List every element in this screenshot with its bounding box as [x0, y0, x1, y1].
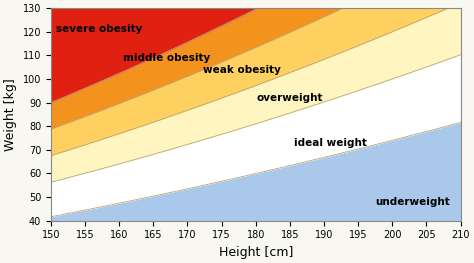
X-axis label: Height [cm]: Height [cm] — [219, 246, 293, 259]
Text: middle obesity: middle obesity — [123, 53, 210, 63]
Text: weak obesity: weak obesity — [203, 64, 281, 74]
Text: underweight: underweight — [375, 197, 450, 207]
Text: overweight: overweight — [256, 93, 323, 103]
Y-axis label: Weight [kg]: Weight [kg] — [4, 78, 17, 151]
Text: severe obesity: severe obesity — [55, 24, 142, 34]
Text: ideal weight: ideal weight — [294, 138, 367, 148]
